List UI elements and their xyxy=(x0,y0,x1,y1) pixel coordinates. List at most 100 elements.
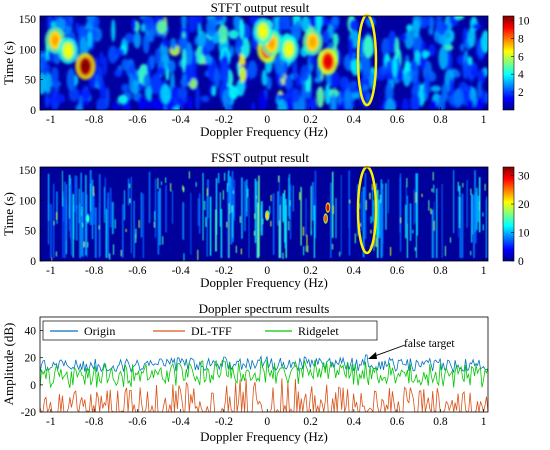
heatmap-streak xyxy=(240,248,242,255)
x-tick-label: -0.8 xyxy=(85,416,103,428)
heatmap-cell xyxy=(277,99,288,110)
heatmap-streak xyxy=(470,188,472,196)
heatmap-streak xyxy=(359,223,361,227)
heatmap-cell xyxy=(324,83,331,105)
heatmap-streak xyxy=(381,188,384,257)
heatmap-streak xyxy=(83,241,85,248)
y-tick-label: 0 xyxy=(30,380,36,392)
heatmap-streak xyxy=(74,175,77,213)
heatmap-streak xyxy=(105,209,107,258)
heatmap-cell xyxy=(138,82,144,91)
heatmap-cell xyxy=(184,61,194,83)
heatmap-cell xyxy=(169,37,177,50)
heatmap-streak xyxy=(348,170,351,229)
heatmap-cell xyxy=(228,85,239,100)
heatmap-streak xyxy=(133,200,135,258)
heatmap-streak xyxy=(98,225,100,230)
heatmap-streak xyxy=(430,208,432,215)
heatmap-cell xyxy=(441,23,449,31)
heatmap-streak xyxy=(364,173,367,240)
heatmap-cell xyxy=(430,85,442,93)
heatmap-streak xyxy=(278,175,280,221)
heatmap-cell xyxy=(195,87,200,110)
heatmap-cell xyxy=(438,46,448,70)
fsst-title: FSST output result xyxy=(211,150,309,165)
heatmap-cell xyxy=(349,85,359,94)
heatmap-cell xyxy=(284,74,293,91)
spectrum-y-axis-label: Amplitude (dB) xyxy=(1,323,16,406)
heatmap-streak xyxy=(123,190,126,221)
heatmap-hotspot xyxy=(86,215,90,223)
heatmap-streak xyxy=(138,220,140,228)
heatmap-streak xyxy=(292,185,294,212)
heatmap-cell xyxy=(330,71,340,88)
heatmap-cell xyxy=(344,89,351,110)
heatmap-streak xyxy=(182,185,184,191)
heatmap-cell xyxy=(142,34,150,54)
heatmap-cell xyxy=(454,70,461,78)
heatmap-streak xyxy=(406,195,408,258)
heatmap-cell xyxy=(143,73,151,89)
heatmap-cell xyxy=(394,37,400,60)
heatmap-streak xyxy=(482,212,484,217)
heatmap-streak xyxy=(449,237,452,243)
heatmap-streak xyxy=(354,233,356,244)
heatmap-streak xyxy=(206,193,208,257)
heatmap-streak xyxy=(459,196,462,258)
heatmap-cell xyxy=(124,33,135,43)
heatmap-streak xyxy=(112,244,115,255)
colorbar-tick-label: 10 xyxy=(518,228,530,240)
heatmap-streak xyxy=(232,190,234,194)
heatmap-cell xyxy=(182,74,187,81)
heatmap-cell xyxy=(404,30,414,50)
heatmap-cell xyxy=(396,69,404,82)
heatmap-cell xyxy=(105,86,110,108)
heatmap-cell xyxy=(114,69,123,78)
heatmap-cell xyxy=(322,30,330,44)
heatmap-cell xyxy=(114,48,125,56)
heatmap-streak xyxy=(432,171,434,181)
x-tick-label: -0.4 xyxy=(172,114,190,126)
heatmap-cell xyxy=(154,48,162,64)
heatmap-streak xyxy=(288,177,290,217)
heatmap-streak xyxy=(130,176,132,254)
heatmap-streak xyxy=(313,205,316,258)
spectrum-panel: Doppler spectrum results Origin DL-TFF R… xyxy=(1,301,489,444)
heatmap-cell xyxy=(82,90,92,99)
heatmap-cell xyxy=(212,86,217,97)
heatmap-cell xyxy=(409,62,417,73)
fsst-y-axis-label: Time (s) xyxy=(1,192,16,236)
fsst-x-ticks: -1 -0.8 -0.6 -0.4 -0.2 0 0.2 0.4 0.6 0.8 1 xyxy=(46,258,487,277)
heatmap-streak xyxy=(195,182,197,187)
fsst-x-axis-label: Doppler Frequency (Hz) xyxy=(200,275,328,290)
heatmap-streak xyxy=(405,204,407,239)
heatmap-streak xyxy=(98,174,101,257)
heatmap-streak xyxy=(340,174,342,255)
stft-heatmap xyxy=(40,16,488,110)
heatmap-streak xyxy=(94,207,97,258)
heatmap-streak xyxy=(79,203,82,258)
heatmap-cell xyxy=(408,70,416,77)
heatmap-cell xyxy=(213,68,221,89)
heatmap-streak xyxy=(476,195,480,223)
stft-panel: STFT output result -1 -0.8 -0.6 -0.4 -0.2 0 0.… xyxy=(1,0,530,139)
heatmap-cell xyxy=(112,101,121,110)
heatmap-streak xyxy=(47,202,49,245)
heatmap-cell xyxy=(133,31,142,49)
heatmap-streak xyxy=(370,216,372,224)
heatmap-streak xyxy=(484,183,486,191)
heatmap-cell xyxy=(247,60,258,79)
heatmap-cell xyxy=(422,50,430,59)
x-tick-label: -1 xyxy=(46,265,56,277)
heatmap-streak xyxy=(207,179,209,219)
heatmap-streak xyxy=(416,173,418,236)
x-tick-label: 0 xyxy=(264,265,270,277)
heatmap-cell xyxy=(75,103,84,110)
heatmap-cell xyxy=(265,76,272,90)
heatmap-streak xyxy=(255,195,258,199)
x-tick-label: -1 xyxy=(46,114,56,126)
heatmap-cell xyxy=(467,27,476,48)
spectrum-title: Doppler spectrum results xyxy=(199,301,330,316)
heatmap-streak xyxy=(348,203,351,256)
heatmap-streak xyxy=(127,178,130,206)
